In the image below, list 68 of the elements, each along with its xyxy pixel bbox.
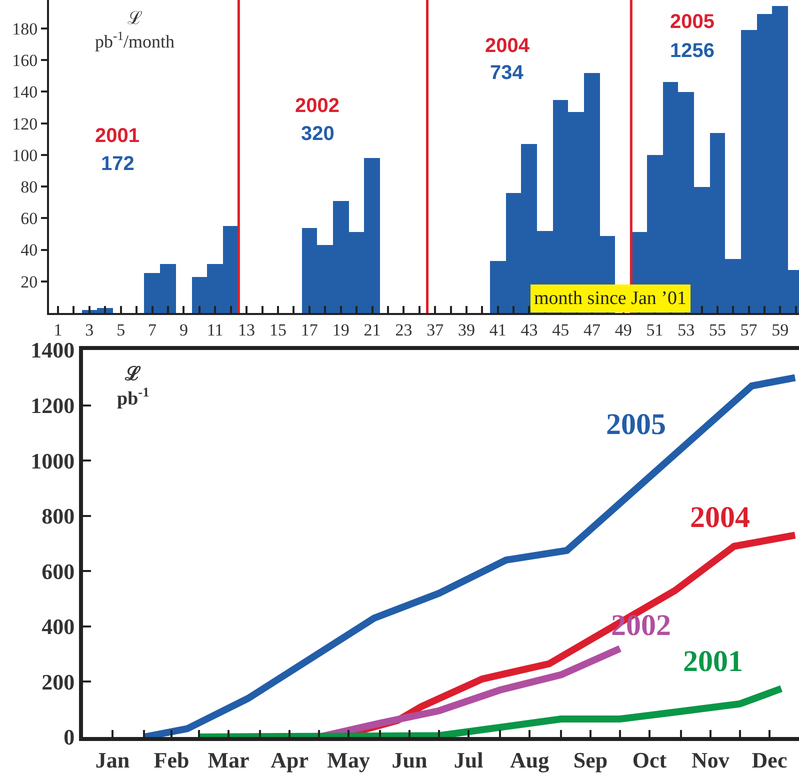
x-tick-label: 47 — [583, 320, 601, 340]
x-tick-label: Jul — [454, 747, 484, 772]
x-tick-label: 17 — [300, 320, 318, 340]
x-tick-label: 37 — [426, 320, 444, 340]
x-tick-label: 45 — [552, 320, 570, 340]
x-tick-label: May — [327, 747, 370, 772]
x-tick-label: 23 — [395, 320, 412, 340]
y-tick-label: 600 — [42, 558, 75, 584]
x-tick-label: 53 — [678, 320, 695, 340]
y-tick-label: 1400 — [30, 338, 75, 363]
y-tick-label: 100 — [12, 146, 38, 165]
annotation: 2005 — [670, 11, 714, 33]
series-label: 2005 — [606, 408, 666, 441]
x-tick-label: 41 — [489, 320, 506, 340]
x-tick-label: 43 — [520, 320, 538, 340]
y-tick-label: 200 — [42, 669, 75, 694]
y-tick-label: 120 — [12, 114, 38, 134]
x-tick-label: 11 — [206, 320, 224, 340]
y-axis-title: ℒ pb$^{-1}$ — [117, 364, 150, 410]
x-tick-label: Jun — [392, 747, 428, 772]
x-tick-label: 19 — [332, 320, 350, 340]
annotation: 2004 — [485, 35, 530, 57]
x-tick-label: Nov — [692, 747, 730, 772]
annotation: 734 — [490, 62, 524, 84]
x-tick-label: Sep — [573, 747, 608, 772]
y-tick-label: 0 — [64, 724, 75, 750]
x-tick-label: Oct — [632, 747, 668, 772]
x-tick-label: 49 — [614, 320, 632, 340]
y-tick-label: 60 — [20, 209, 38, 228]
x-tick-label: 55 — [708, 320, 726, 340]
x-axis-title: month since Jan ’01 — [534, 288, 687, 309]
x-tick-label: 51 — [646, 320, 664, 340]
series-label: 2002 — [611, 609, 671, 642]
x-tick-label: 13 — [238, 320, 256, 340]
x-tick-label: 21 — [364, 320, 381, 340]
x-tick-label: Apr — [270, 747, 309, 772]
x-tick-label: 9 — [179, 320, 188, 340]
y-tick-label: 400 — [42, 614, 75, 640]
y-tick-label: 140 — [12, 82, 38, 102]
x-tick-label: 15 — [269, 320, 286, 340]
annotation: 320 — [301, 123, 334, 145]
annotation: 172 — [101, 153, 134, 175]
y-tick-label: 180 — [12, 19, 38, 38]
y-tick-label: 40 — [20, 240, 38, 260]
series-label: 2004 — [690, 501, 750, 534]
x-tick-label: 5 — [116, 320, 126, 340]
x-tick-label: Feb — [154, 747, 190, 772]
x-tick-label: 3 — [85, 320, 94, 340]
x-tick-label: Aug — [510, 747, 550, 772]
x-tick-label: 57 — [740, 320, 758, 340]
annotation: 2001 — [95, 125, 140, 147]
y-axis-title: ℒ pb$^{-1}$/month — [95, 8, 175, 52]
x-tick-label: 1 — [54, 320, 62, 340]
annotation: 2002 — [295, 95, 340, 117]
x-tick-label: 39 — [458, 320, 475, 340]
x-tick-label: 7 — [148, 320, 157, 340]
y-tick-label: 1200 — [30, 392, 75, 418]
y-tick-label: 160 — [12, 51, 38, 70]
y-tick-label: 20 — [20, 272, 38, 292]
x-tick-label: Dec — [752, 747, 788, 772]
series-label: 2001 — [683, 645, 743, 678]
y-tick-label: 800 — [42, 504, 75, 529]
y-tick-label: 80 — [20, 177, 38, 196]
x-tick-label: Mar — [208, 747, 250, 772]
x-tick-label: 59 — [772, 320, 789, 340]
annotation: 1256 — [670, 40, 714, 62]
x-tick-label: Jan — [95, 747, 130, 772]
y-tick-label: 1000 — [30, 448, 75, 474]
